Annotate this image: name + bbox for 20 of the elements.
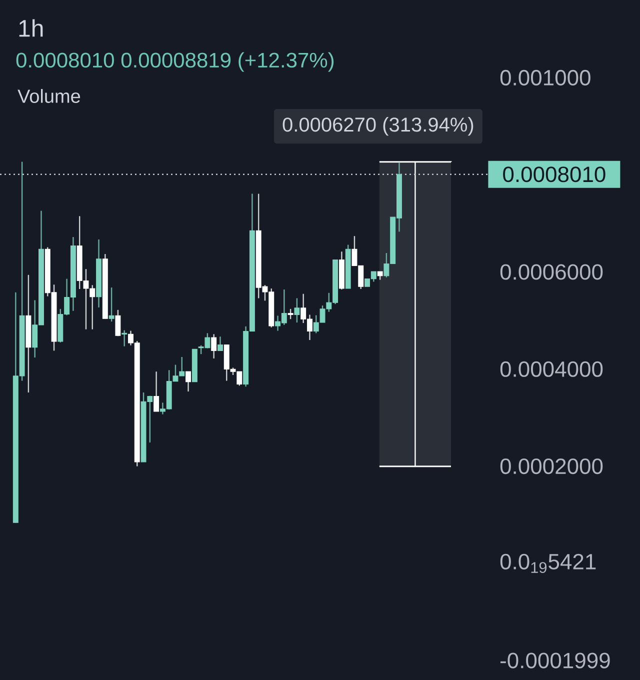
- candlestick: [186, 370, 191, 392]
- candlestick: [154, 370, 160, 412]
- band-label: 0.0006270 (313.94%): [282, 117, 474, 136]
- text: 1h: [19, 19, 43, 37]
- candlestick: [218, 336, 223, 352]
- annotation: Volume: [18, 89, 80, 103]
- candlestick: [211, 334, 217, 360]
- y-tick-label: 0.0006000: [500, 264, 603, 280]
- y-tick-label: -0.0001999: [500, 652, 610, 668]
- candlestick: [115, 309, 121, 337]
- y-tick-label: 0.0$_{19}$5421: [500, 554, 596, 573]
- candlestick: [122, 330, 128, 347]
- ref-line-label: 0.0008010: [503, 166, 606, 182]
- y-tick-label: 0.0002000: [500, 458, 603, 474]
- candlestick: [294, 298, 300, 324]
- y-tick-label: 0.001000: [500, 70, 590, 86]
- candlestick: [288, 308, 294, 320]
- candlestick: [108, 286, 114, 322]
- text: 0.0008010 0.00008819 (+12.37%): [16, 52, 334, 72]
- y-tick-label: 0.0004000: [500, 361, 603, 377]
